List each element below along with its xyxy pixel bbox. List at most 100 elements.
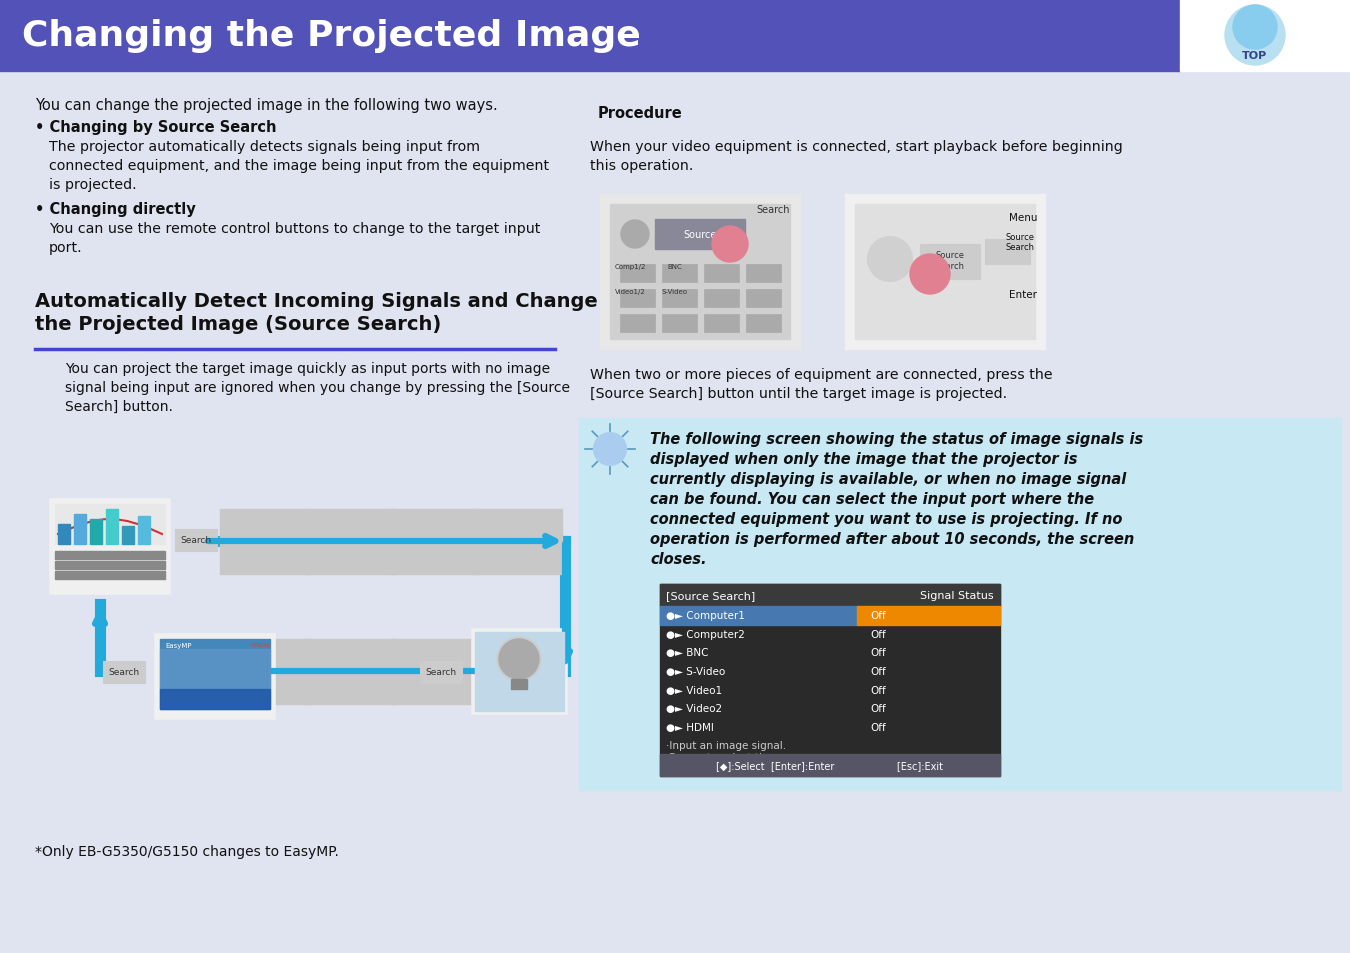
Text: Off: Off — [871, 666, 887, 677]
Bar — [74, 515, 86, 544]
Circle shape — [711, 227, 748, 263]
Text: ●► S-Video: ●► S-Video — [666, 666, 725, 677]
Bar — [161, 649, 270, 689]
Bar — [986, 240, 1030, 265]
Bar — [599, 194, 801, 350]
Text: Search: Search — [108, 668, 139, 677]
Bar — [512, 679, 526, 689]
Bar — [161, 689, 270, 709]
Bar — [620, 314, 655, 333]
Text: Source
Search: Source Search — [1004, 233, 1034, 253]
Bar — [475, 633, 564, 711]
Text: ●► BNC: ●► BNC — [666, 648, 709, 658]
Text: • Changing by Source Search: • Changing by Source Search — [35, 120, 277, 135]
Text: S-Video: S-Video — [662, 289, 688, 294]
Bar — [305, 510, 396, 575]
Text: ●► HDMI: ●► HDMI — [666, 722, 714, 732]
Bar — [55, 552, 165, 559]
Text: You can use the remote control buttons to change to the target input
port.: You can use the remote control buttons t… — [49, 222, 540, 254]
Bar — [161, 639, 270, 709]
Text: Comp1/2: Comp1/2 — [614, 264, 645, 270]
Bar — [660, 754, 1000, 776]
Text: Off: Off — [871, 703, 887, 714]
Bar — [390, 639, 481, 704]
Bar — [103, 661, 144, 683]
Bar — [0, 0, 1180, 71]
Bar — [610, 205, 790, 339]
Text: [Source Search]: [Source Search] — [666, 590, 755, 600]
Bar — [703, 290, 738, 308]
Bar — [390, 510, 481, 575]
Text: The projector automatically detects signals being input from
connected equipment: The projector automatically detects sign… — [49, 140, 549, 192]
Text: [◆]:Select  [Enter]:Enter                    [Esc]:Exit: [◆]:Select [Enter]:Enter [Esc]:Exit — [717, 760, 944, 770]
Bar — [660, 606, 857, 625]
Bar — [55, 561, 165, 569]
Text: Off: Off — [871, 611, 887, 620]
Bar — [919, 245, 980, 280]
Text: The following screen showing the status of image signals is
displayed when only : The following screen showing the status … — [649, 432, 1143, 567]
Text: Automatically Detect Incoming Signals and Change
the Projected Image (Source Sea: Automatically Detect Incoming Signals an… — [35, 292, 598, 335]
Bar — [58, 524, 70, 544]
Circle shape — [910, 254, 950, 294]
Bar — [747, 290, 782, 308]
Text: Enter: Enter — [1008, 290, 1037, 299]
Text: ●► Video2: ●► Video2 — [666, 703, 722, 714]
Text: Signal Status: Signal Status — [921, 590, 994, 600]
Bar — [620, 290, 655, 308]
Circle shape — [594, 434, 626, 465]
Text: Off: Off — [871, 722, 887, 732]
Bar — [90, 519, 103, 544]
Text: • Changing directly: • Changing directly — [35, 202, 196, 216]
Bar — [857, 606, 1000, 625]
Circle shape — [621, 221, 649, 249]
Text: Search: Search — [936, 262, 964, 272]
Bar — [845, 194, 1045, 350]
Bar — [662, 314, 697, 333]
Text: Source: Source — [936, 251, 964, 259]
Text: TOP: TOP — [1242, 51, 1268, 61]
Bar — [580, 419, 1341, 789]
Bar — [472, 510, 562, 575]
Bar — [55, 572, 165, 579]
Bar — [420, 661, 462, 683]
Bar — [55, 504, 165, 544]
Text: Procedure: Procedure — [598, 106, 682, 120]
Bar — [620, 265, 655, 283]
Bar — [220, 510, 310, 575]
Text: Off: Off — [871, 685, 887, 695]
Text: Search: Search — [425, 668, 456, 677]
Bar — [747, 265, 782, 283]
Bar — [1180, 0, 1350, 71]
Bar — [747, 314, 782, 333]
Bar — [660, 584, 1000, 606]
Circle shape — [1233, 6, 1277, 50]
Text: You can change the projected image in the following two ways.: You can change the projected image in th… — [35, 98, 498, 112]
Circle shape — [1224, 6, 1285, 66]
Text: Search: Search — [756, 205, 790, 214]
Text: Off: Off — [871, 648, 887, 658]
Bar — [107, 510, 117, 544]
Text: Menu: Menu — [1008, 213, 1037, 223]
Text: BNC: BNC — [668, 264, 682, 270]
Bar — [662, 265, 697, 283]
Bar — [590, 98, 690, 128]
Bar — [660, 584, 1000, 776]
Text: Source: Source — [683, 230, 717, 240]
Circle shape — [497, 638, 541, 681]
Text: Search: Search — [181, 536, 212, 545]
Bar — [662, 290, 697, 308]
Text: Changing the Projected Image: Changing the Projected Image — [22, 19, 641, 53]
Bar — [305, 639, 396, 704]
Bar — [703, 314, 738, 333]
Text: ·Input an image signal.
·Press□to select the source.: ·Input an image signal. ·Press□to select… — [666, 740, 813, 762]
Text: ●► Computer1: ●► Computer1 — [666, 611, 745, 620]
Text: Video1/2: Video1/2 — [614, 289, 645, 294]
Bar — [138, 517, 150, 544]
Bar — [703, 265, 738, 283]
Bar — [655, 220, 745, 250]
Bar — [472, 629, 567, 714]
Bar — [220, 639, 310, 704]
Text: You can project the target image quickly as input ports with no image
signal bei: You can project the target image quickly… — [65, 361, 570, 414]
Bar — [50, 499, 170, 595]
Text: EasyMP: EasyMP — [165, 642, 192, 648]
